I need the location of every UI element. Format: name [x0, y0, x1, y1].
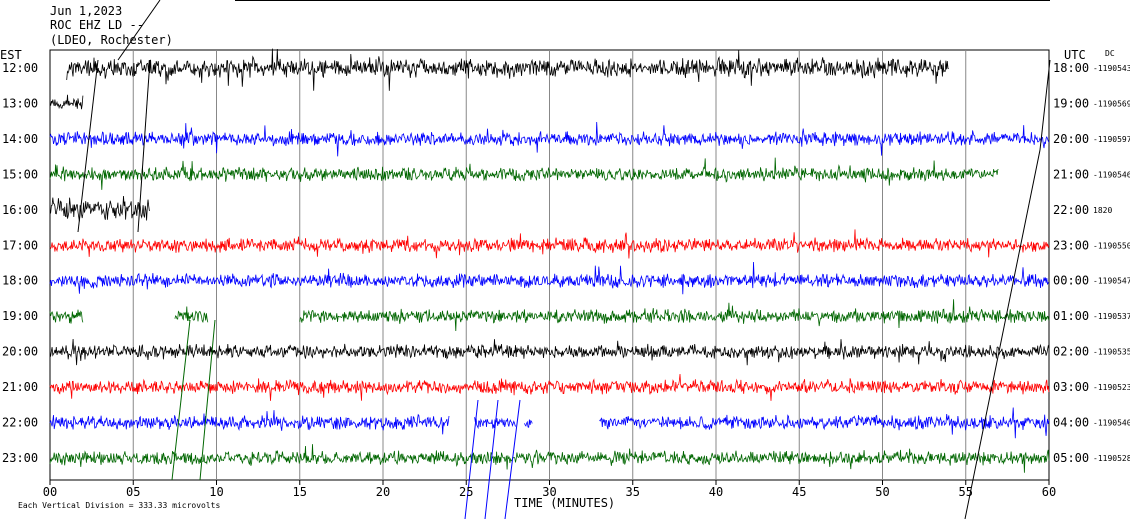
- x-tick-label-10: 10: [209, 485, 223, 499]
- x-tick-label-60: 60: [1042, 485, 1056, 499]
- dc-offset-1200: -1190543: [1093, 64, 1130, 73]
- x-tick-label-25: 25: [459, 485, 473, 499]
- trace-2300-seg0: [49, 444, 1050, 473]
- station-network: (LDEO, Rochester): [50, 33, 173, 47]
- overscale-stroke-3: [171, 319, 191, 481]
- dc-offset-1400: -1190597: [1093, 135, 1130, 144]
- overscale-stroke-7: [504, 399, 521, 519]
- utc-label-0100: 01:00: [1053, 309, 1089, 323]
- est-label-1300: 13:00: [2, 96, 38, 110]
- trace-1900-seg0: [49, 309, 84, 324]
- x-tick-label-40: 40: [709, 485, 723, 499]
- x-tick-label-30: 30: [542, 485, 556, 499]
- trace-1200-seg0: [66, 48, 949, 91]
- overscale-stroke-6: [484, 399, 499, 519]
- row-labels: 12:00 18:00 -1190543 13:00 19:00 -1190569 14:0…: [2, 61, 1130, 465]
- overscale-stroke-1: [77, 59, 99, 233]
- trace-2200-seg3: [599, 407, 1050, 439]
- x-tick-label-00: 00: [43, 485, 57, 499]
- overscale-stroke-8: [964, 149, 1041, 519]
- est-label-1600: 16:00: [2, 203, 38, 217]
- x-tick-label-45: 45: [792, 485, 806, 499]
- overscale-stroke-5: [464, 399, 479, 519]
- x-axis: 00 05 10 15 20 25 30 35 40 45 50 55 60: [43, 480, 1056, 499]
- utc-label-0500: 05:00: [1053, 451, 1089, 465]
- x-tick-label-35: 35: [626, 485, 640, 499]
- dc-offset-2300: -1190528: [1093, 454, 1130, 463]
- trace-1500-seg0: [49, 157, 999, 190]
- trace-1900-seg1: [174, 306, 209, 323]
- utc-label-2100: 21:00: [1053, 167, 1089, 181]
- overscale-stroke-2: [137, 59, 151, 233]
- est-label-1200: 12:00: [2, 61, 38, 75]
- est-label-1500: 15:00: [2, 167, 38, 181]
- utc-label-1900: 19:00: [1053, 96, 1089, 110]
- est-label-1900: 19:00: [2, 309, 38, 323]
- x-axis-title: TIME (MINUTES): [514, 496, 615, 510]
- utc-label-2000: 20:00: [1053, 132, 1089, 146]
- trace-1300-seg0: [49, 94, 84, 110]
- est-label-1800: 18:00: [2, 274, 38, 288]
- x-tick-label-20: 20: [376, 485, 390, 499]
- dc-offset-1700: -1190550: [1093, 241, 1130, 250]
- x-tick-label-55: 55: [959, 485, 973, 499]
- scale-note: Each Vertical Division = 333.33 microvol…: [18, 501, 220, 510]
- utc-label-0000: 00:00: [1053, 274, 1089, 288]
- utc-label-0300: 03:00: [1053, 380, 1089, 394]
- utc-axis-title: UTC: [1064, 48, 1086, 62]
- x-tick-label-15: 15: [293, 485, 307, 499]
- trace-2000-seg0: [49, 338, 1050, 366]
- trace-2200-seg2: [524, 419, 533, 428]
- est-label-2300: 23:00: [2, 451, 38, 465]
- x-tick-label-50: 50: [875, 485, 889, 499]
- seismic-traces: [49, 0, 1051, 519]
- dc-column-title: DC: [1105, 49, 1115, 58]
- dc-offset-1300: -1190569: [1093, 99, 1130, 108]
- trace-1700-seg0: [49, 229, 1050, 259]
- trace-1400-seg0: [49, 121, 1050, 157]
- overscale-stroke-0: [117, 0, 161, 61]
- grid-lines: [49, 0, 1050, 481]
- dc-offset-1900: -1190537: [1093, 312, 1130, 321]
- trace-1900-seg2: [299, 299, 1050, 332]
- est-label-1700: 17:00: [2, 238, 38, 252]
- overscale-stroke-9: [1039, 59, 1051, 151]
- est-label-2000: 20:00: [2, 345, 38, 359]
- dc-offset-1600: 1820: [1093, 206, 1112, 215]
- dc-offset-2000: -1190535: [1093, 348, 1130, 357]
- utc-label-1800: 18:00: [1053, 61, 1089, 75]
- est-label-2100: 21:00: [2, 380, 38, 394]
- est-label-1400: 14:00: [2, 132, 38, 146]
- dc-offset-1500: -1190546: [1093, 170, 1130, 179]
- est-axis-title: EST: [0, 48, 22, 62]
- dc-offset-2100: -1190523: [1093, 383, 1130, 392]
- utc-label-0200: 02:00: [1053, 345, 1089, 359]
- overscale-stroke-4: [199, 319, 216, 481]
- est-label-2200: 22:00: [2, 416, 38, 430]
- utc-label-2200: 22:00: [1053, 203, 1089, 217]
- chart-date: Jun 1,2023: [50, 4, 123, 18]
- trace-1800-seg0: [49, 261, 1050, 295]
- utc-label-0400: 04:00: [1053, 416, 1089, 430]
- dc-offset-1800: -1190547: [1093, 277, 1130, 286]
- dc-offset-2200: -1190540: [1093, 419, 1130, 428]
- trace-2100-seg0: [49, 373, 1050, 401]
- x-tick-label-05: 05: [126, 485, 140, 499]
- utc-label-2300: 23:00: [1053, 238, 1089, 252]
- trace-1600-seg0: [49, 195, 150, 222]
- trace-2200-seg0: [49, 410, 450, 435]
